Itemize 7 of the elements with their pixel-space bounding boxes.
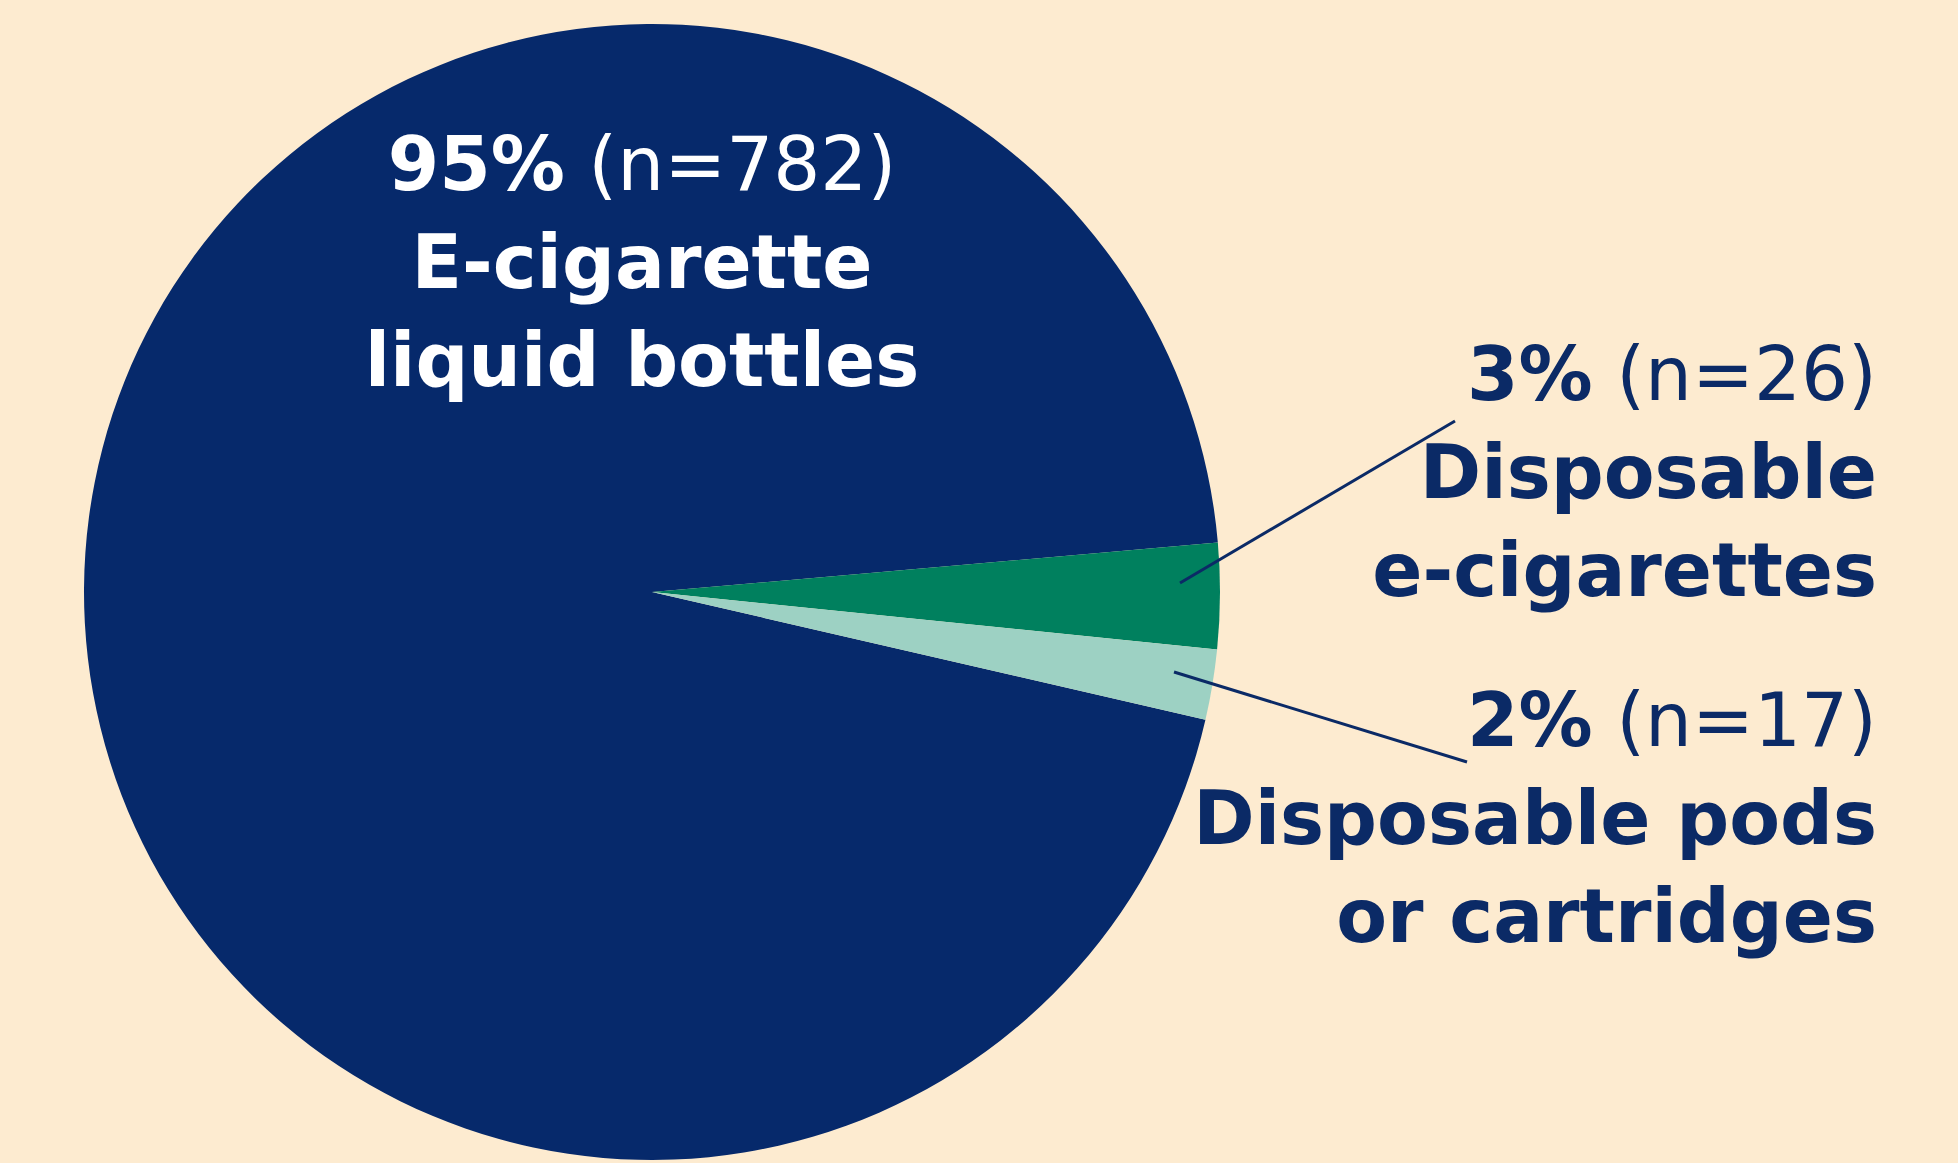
data-label: 3% (n=26) — [1467, 331, 1877, 417]
pie-slice — [652, 592, 1218, 720]
data-label: 95% (n=782) — [387, 121, 897, 207]
data-label: 2% (n=17) — [1467, 677, 1877, 763]
slice-label: Disposable pods or cartridges — [1192, 774, 1877, 961]
slice-label: Disposable e-cigarettes — [1371, 428, 1877, 615]
slice-label: E-cigarette liquid bottles — [363, 218, 921, 405]
